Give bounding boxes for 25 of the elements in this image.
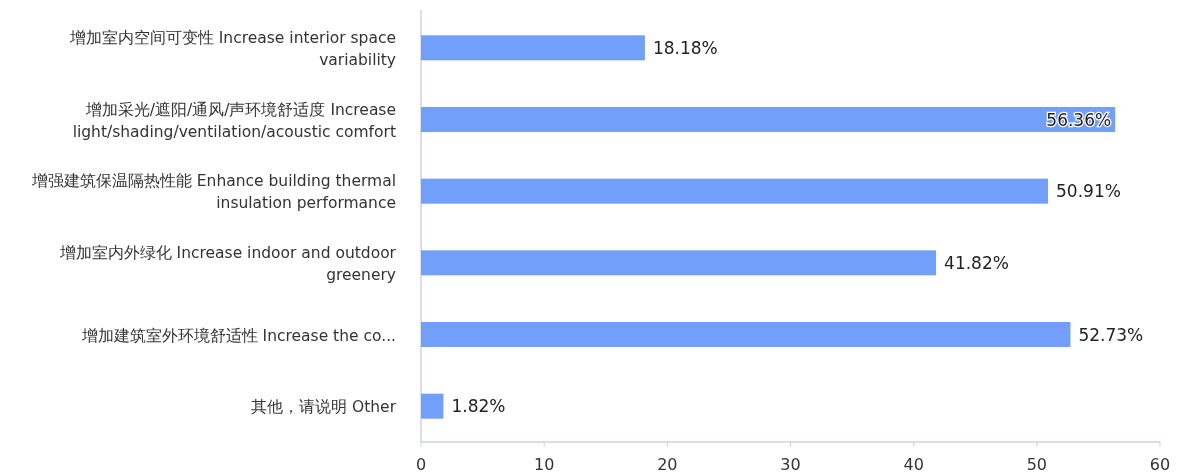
x-tick-label: 60: [1149, 455, 1171, 474]
x-tick-label: 10: [533, 455, 555, 474]
bar: [421, 322, 1071, 347]
data-label: 18.18%: [652, 37, 718, 58]
y-tick-label: 增加建筑室外环境舒适性 Increase the co...: [80, 326, 396, 345]
data-label: 50.91%: [1056, 181, 1121, 202]
data-label: 56.36%: [1046, 109, 1112, 130]
data-label: 1.82%: [451, 396, 506, 417]
bar: [421, 393, 444, 419]
y-tick-label: 增加采光/遮阳/通风/声环境舒适度 Increase light/shading/ventilation/acoustic comfort: [72, 100, 396, 141]
bar: [421, 250, 937, 276]
x-tick-label: 50: [1026, 455, 1048, 474]
data-label: 41.82%: [944, 252, 1009, 273]
y-tick-label: 其他，请说明 Other: [251, 398, 397, 417]
y-tick-label: 增强建筑保温隔热性能 Enhance building thermal insulation performance: [30, 172, 396, 213]
x-tick-label: 20: [657, 455, 678, 474]
x-tick-label: 30: [780, 455, 801, 474]
y-tick-label: 增加室内空间可变性 Increase interior space variability: [68, 28, 396, 69]
bar: [421, 35, 645, 61]
bar: [421, 107, 1116, 132]
x-tick-label: 40: [903, 455, 924, 474]
bar: [421, 178, 1049, 204]
y-tick-label: 增加室内外绿化 Increase indoor and outdoor greenery: [58, 243, 397, 284]
x-tick-label: 0: [415, 455, 427, 474]
data-label: 52.73%: [1078, 324, 1144, 345]
